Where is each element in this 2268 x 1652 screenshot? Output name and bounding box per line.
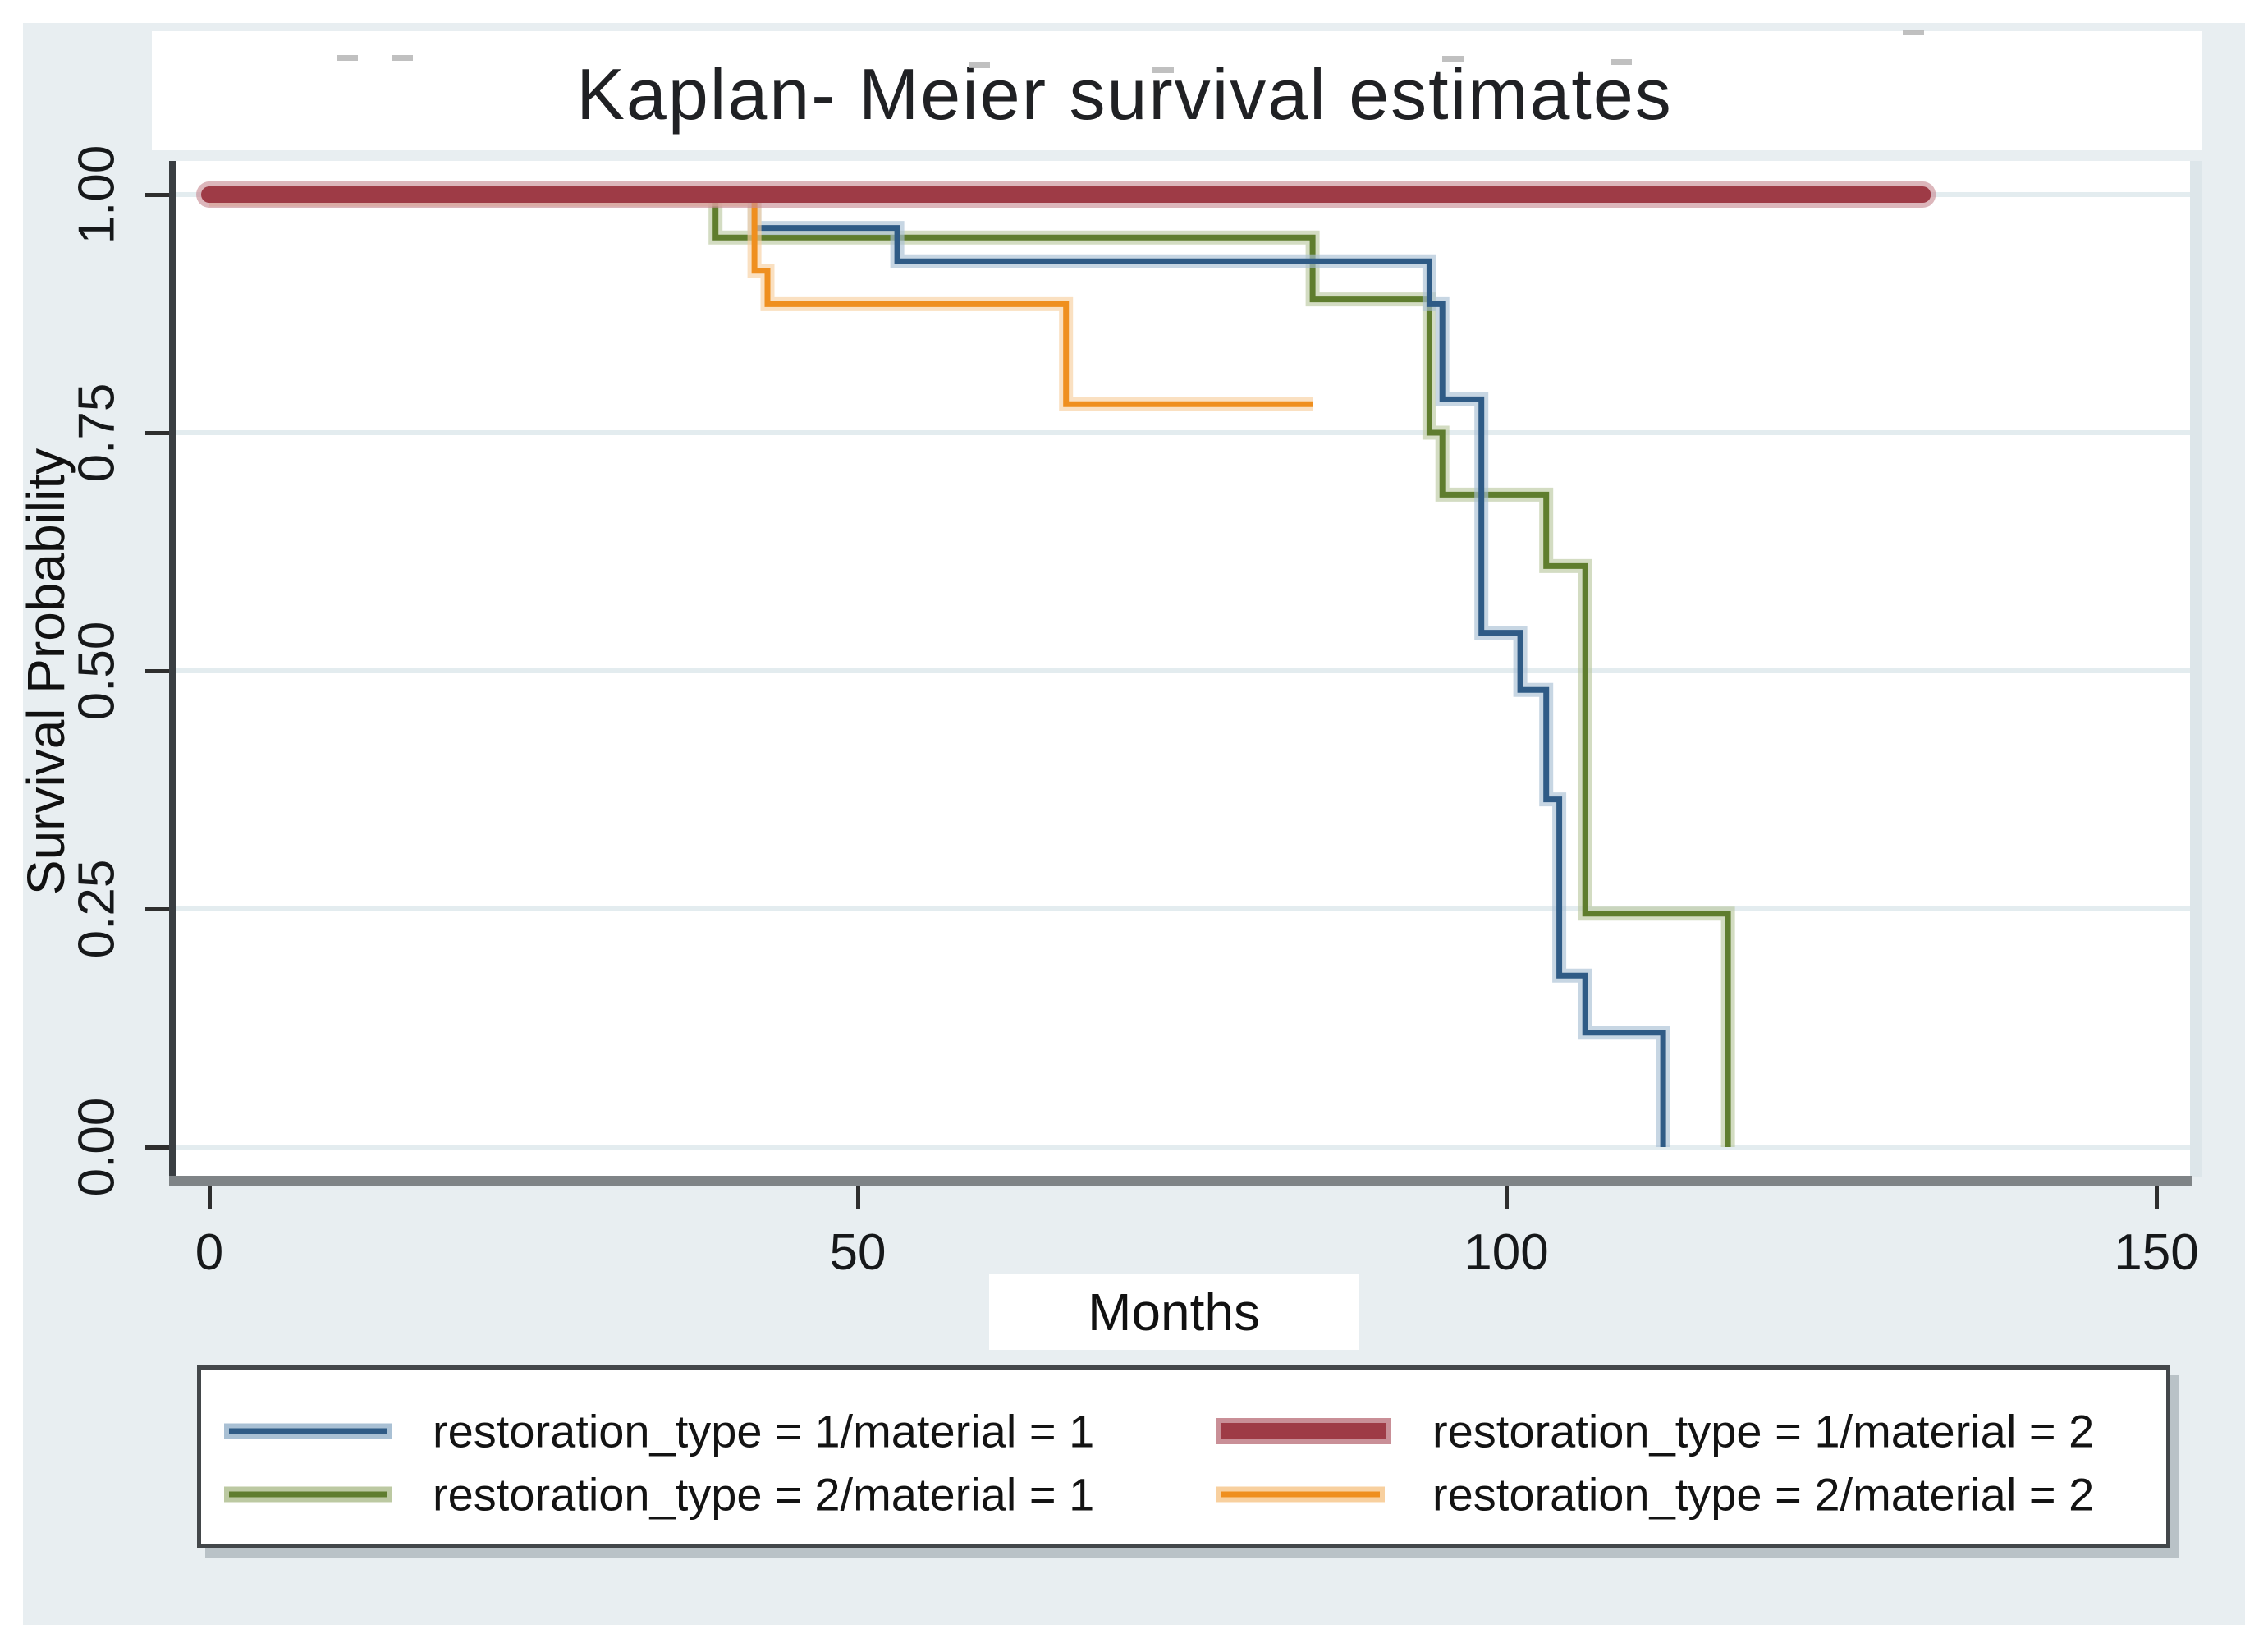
y-tick-label: 0.00 xyxy=(68,1097,126,1197)
legend-label: restoration_type = 1/material = 1 xyxy=(433,1405,1095,1457)
chart-title: Kaplan- Meier survival estimates xyxy=(576,53,1673,135)
x-tick xyxy=(208,1186,212,1209)
legend-label: restoration_type = 2/material = 2 xyxy=(1432,1468,2095,1521)
gridline xyxy=(176,192,2190,197)
x-axis-title-box xyxy=(989,1274,1359,1350)
legend-line-swatch xyxy=(1216,1418,1391,1444)
x-tick-label: 0 xyxy=(195,1224,224,1281)
y-tick xyxy=(145,669,169,673)
x-axis-title: Months xyxy=(1088,1283,1260,1342)
y-axis-title: Survival Probability xyxy=(16,447,76,896)
gridline xyxy=(176,668,2190,673)
x-tick-label: 50 xyxy=(829,1224,887,1281)
gridline xyxy=(176,1145,2190,1150)
gridline xyxy=(176,906,2190,911)
y-tick-label: 0.50 xyxy=(68,621,126,721)
x-tick xyxy=(856,1186,860,1209)
legend-line-swatch xyxy=(224,1423,392,1439)
artifact-dash xyxy=(1442,56,1464,62)
legend-label: restoration_type = 2/material = 1 xyxy=(433,1468,1095,1521)
legend-line-swatch xyxy=(224,1486,392,1503)
y-tick-label: 0.75 xyxy=(68,383,126,483)
y-tick xyxy=(145,193,169,197)
artifact-dash xyxy=(1152,67,1174,73)
legend-label: restoration_type = 1/material = 2 xyxy=(1432,1405,2095,1457)
x-tick-label: 150 xyxy=(2114,1224,2199,1281)
artifact-dash xyxy=(969,62,990,68)
plot-right-edge xyxy=(2190,161,2202,1177)
chart-title-box xyxy=(152,31,2202,150)
x-tick xyxy=(2155,1186,2159,1209)
artifact-dash xyxy=(392,55,413,61)
y-tick xyxy=(145,1145,169,1150)
y-tick-label: 1.00 xyxy=(68,145,126,245)
y-axis-line xyxy=(169,161,176,1186)
artifact-dash xyxy=(1611,59,1632,65)
legend-line-swatch xyxy=(1216,1486,1385,1503)
x-axis-line xyxy=(169,1176,2192,1186)
legend-box: restoration_type = 1/material = 1 restora… xyxy=(197,1365,2170,1548)
y-tick xyxy=(145,907,169,911)
x-tick xyxy=(1505,1186,1509,1209)
gridline xyxy=(176,430,2190,435)
y-tick xyxy=(145,431,169,435)
y-tick-label: 0.25 xyxy=(68,859,126,959)
artifact-dash xyxy=(1903,30,1924,35)
artifact-dash xyxy=(337,55,358,61)
x-tick-label: 100 xyxy=(1464,1224,1549,1281)
